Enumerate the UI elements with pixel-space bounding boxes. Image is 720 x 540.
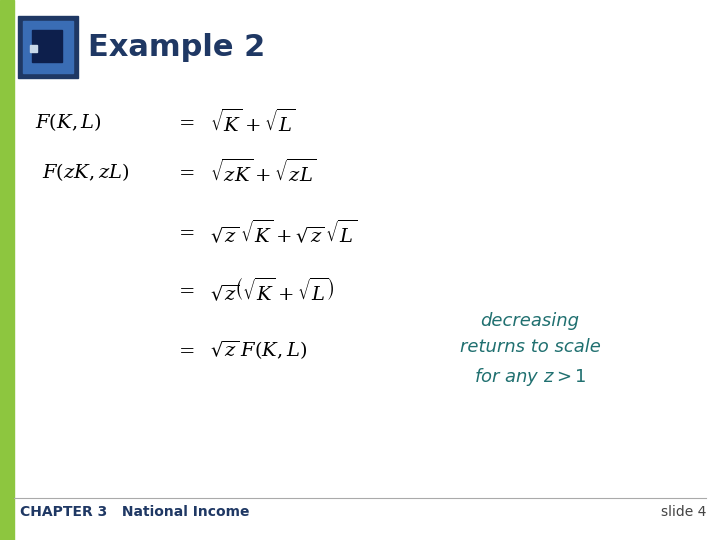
Text: Example 2: Example 2	[88, 32, 265, 62]
Text: $=$: $=$	[175, 163, 195, 181]
Text: slide 4: slide 4	[661, 505, 706, 519]
Text: CHAPTER 3   National Income: CHAPTER 3 National Income	[20, 505, 250, 519]
Text: $=$: $=$	[175, 222, 195, 241]
Text: $=$: $=$	[175, 341, 195, 360]
Text: decreasing
returns to scale
for any $z > 1$: decreasing returns to scale for any $z >…	[459, 312, 600, 388]
Text: $\sqrt{z}\,\mathit{F(K,L)}$: $\sqrt{z}\,\mathit{F(K,L)}$	[210, 339, 307, 361]
Text: $=$: $=$	[175, 280, 195, 300]
Text: $\sqrt{z}\!\left(\sqrt{K}+\sqrt{L}\right)$: $\sqrt{z}\!\left(\sqrt{K}+\sqrt{L}\right…	[210, 276, 335, 304]
Bar	[32, 30, 62, 62]
Bar	[0, 0, 14, 540]
Text: $\sqrt{zK}+\sqrt{zL}$: $\sqrt{zK}+\sqrt{zL}$	[210, 158, 317, 186]
Bar	[23, 21, 73, 73]
Text: $\mathit{F(zK,zL)}$: $\mathit{F(zK,zL)}$	[42, 161, 130, 183]
Text: $\sqrt{K}+\sqrt{L}$: $\sqrt{K}+\sqrt{L}$	[210, 109, 296, 136]
Bar	[18, 16, 78, 78]
Text: $\sqrt{z}\,\sqrt{K}+\sqrt{z}\,\sqrt{L}$: $\sqrt{z}\,\sqrt{K}+\sqrt{z}\,\sqrt{L}$	[210, 218, 357, 246]
Bar	[30, 45, 37, 52]
Text: $=$: $=$	[175, 112, 195, 132]
Text: $\mathit{F(K,L)}$: $\mathit{F(K,L)}$	[35, 111, 102, 133]
